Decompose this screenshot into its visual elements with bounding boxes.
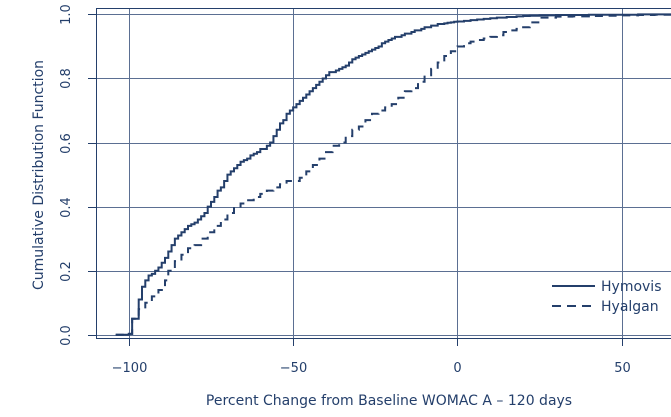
x-axis-title: Percent Change from Baseline WOMAC A – 1… [206, 393, 572, 409]
legend-label-hyalgan: Hyalgan [601, 299, 659, 315]
y-tick-label: 0.0 [59, 325, 74, 346]
y-axis-title: Cumulative Distribution Function [31, 60, 47, 290]
grid-layer [96, 8, 671, 338]
legend: Hymovis Hyalgan [552, 279, 661, 315]
legend-label-hymovis: Hymovis [601, 279, 661, 295]
series-layer [115, 13, 671, 336]
y-tick-label: 1.0 [59, 4, 74, 25]
series-line-hymovis [115, 13, 671, 336]
x-tick-label: −100 [112, 361, 148, 376]
x-tick-label: −50 [280, 361, 307, 376]
plot-frame [96, 8, 671, 339]
y-tick-label: 0.6 [59, 133, 74, 154]
y-tick-label: 0.8 [59, 68, 74, 89]
y-tick-label: 0.2 [59, 261, 74, 282]
series-line-hyalgan [115, 13, 671, 336]
y-tick-label: 0.4 [59, 197, 74, 218]
x-tick-label: 0 [453, 361, 461, 376]
x-tick-label: 50 [614, 361, 631, 376]
tick-layer: −100 −50 0 50 0.0 0.2 0.4 0.6 0.8 1.0 [59, 4, 631, 376]
